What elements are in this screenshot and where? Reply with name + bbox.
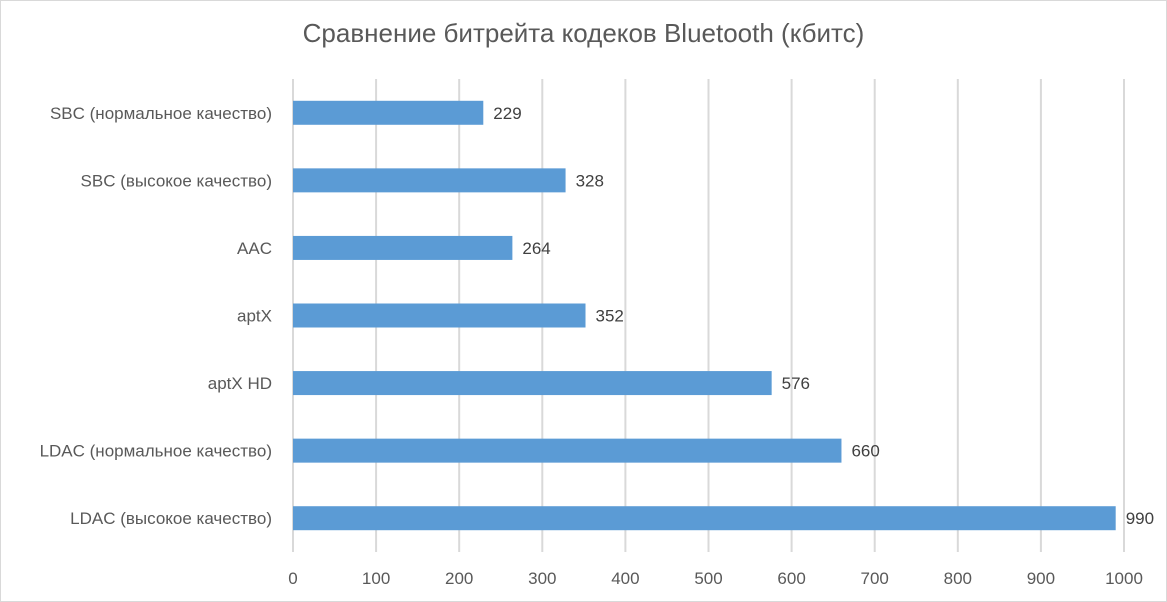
bar-data-label: 576: [782, 374, 810, 393]
chart-title: Сравнение битрейта кодеков Bluetooth (кб…: [302, 18, 865, 48]
category-label: aptX HD: [208, 374, 272, 393]
bar: [293, 168, 566, 193]
x-axis-tick-labels: 0 100 200 300 400 500 600 700 800 900 1000: [288, 569, 1143, 588]
bar: [293, 371, 772, 396]
category-label: LDAC (нормальное качество): [40, 442, 272, 461]
bar-data-label: 229: [493, 104, 521, 123]
bars: [293, 100, 1116, 531]
bar-data-label: 264: [522, 239, 550, 258]
x-tick-label: 200: [445, 569, 473, 588]
bar: [293, 235, 513, 260]
bar: [293, 438, 842, 463]
category-label: SBC (нормальное качество): [50, 104, 272, 123]
x-tick-label: 300: [528, 569, 556, 588]
x-tick-label: 600: [777, 569, 805, 588]
gridlines: [292, 79, 1125, 552]
category-label: LDAC (высокое качество): [70, 509, 272, 528]
bar-data-label: 990: [1126, 509, 1154, 528]
x-tick-label: 400: [611, 569, 639, 588]
bar: [293, 506, 1116, 531]
x-tick-label: 500: [694, 569, 722, 588]
category-label: AAC: [237, 239, 272, 258]
x-tick-label: 1000: [1105, 569, 1143, 588]
category-labels: SBC (нормальное качество) SBC (высокое ка…: [40, 104, 272, 528]
x-tick-label: 100: [362, 569, 390, 588]
bar: [293, 100, 484, 125]
x-tick-label: 700: [861, 569, 889, 588]
bar-data-label: 660: [851, 442, 879, 461]
bar: [293, 303, 586, 328]
x-tick-label: 0: [288, 569, 297, 588]
x-tick-label: 800: [944, 569, 972, 588]
bar-data-label: 352: [596, 307, 624, 326]
x-tick-label: 900: [1027, 569, 1055, 588]
data-labels: 229 328 264 352 576 660 990: [493, 104, 1154, 528]
category-label: aptX: [237, 307, 272, 326]
bar-data-label: 328: [576, 171, 604, 190]
category-label: SBC (высокое качество): [81, 171, 272, 190]
